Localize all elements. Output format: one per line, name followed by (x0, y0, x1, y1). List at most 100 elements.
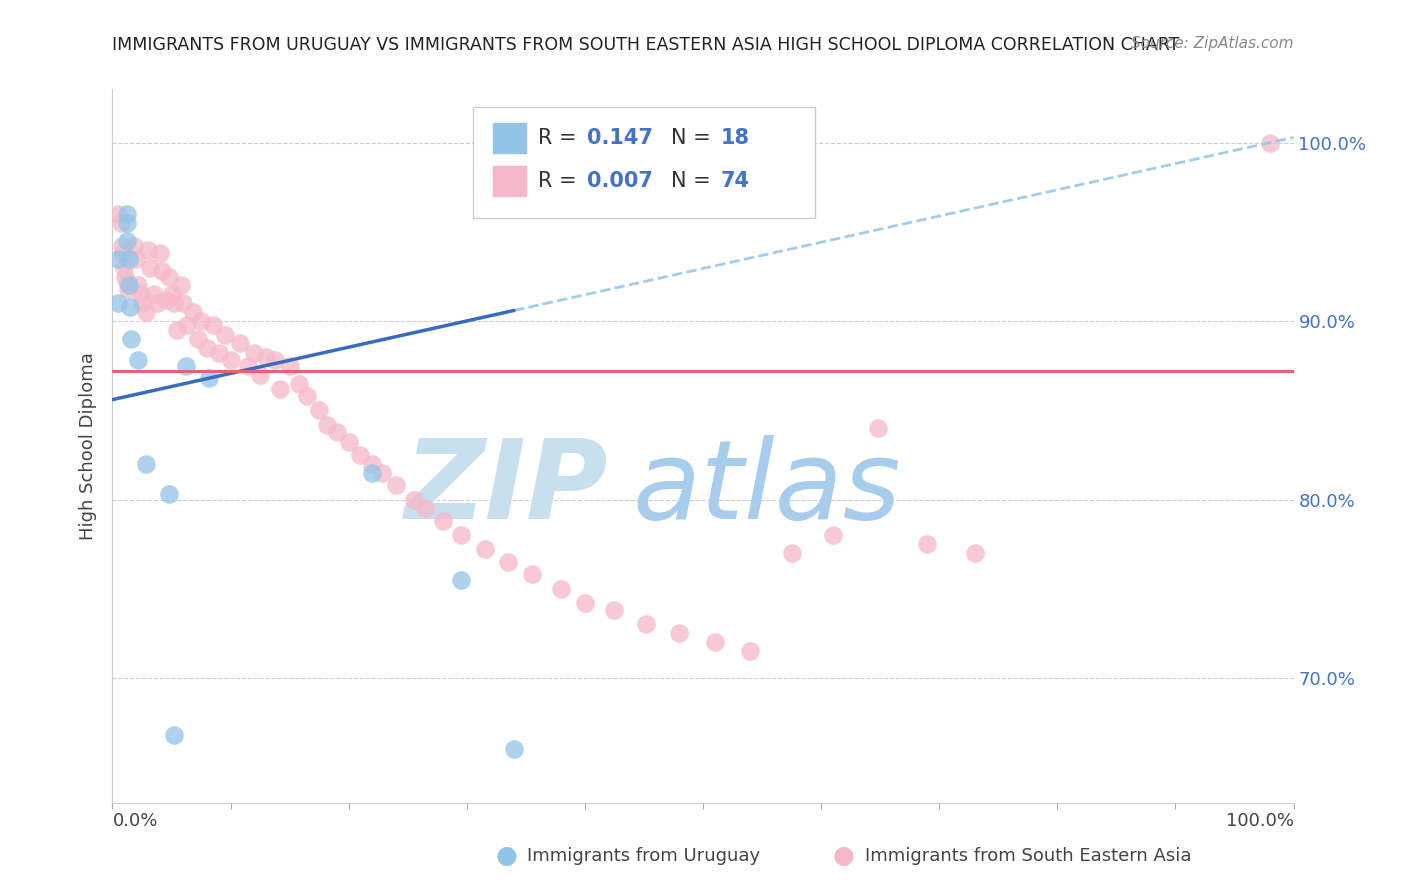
Point (229, 335, 252, 350)
Point (117, 282, 139, 296)
Point (163, 296, 186, 310)
Point (308, 403, 330, 417)
Bar (492, 166, 526, 195)
Point (166, 323, 188, 337)
Point (115, 234, 138, 248)
Point (127, 353, 149, 368)
Point (450, 528, 472, 542)
Point (149, 246, 172, 260)
Point (112, 260, 135, 275)
Point (160, 287, 183, 301)
Point (107, 207, 129, 221)
Point (385, 478, 408, 492)
Point (780, 546, 803, 560)
Point (668, 626, 690, 640)
Text: Immigrants from South Eastern Asia: Immigrants from South Eastern Asia (865, 847, 1191, 865)
Point (107, 252, 129, 266)
Point (450, 573, 472, 587)
Point (371, 466, 394, 480)
Text: N =: N = (671, 128, 717, 148)
Point (115, 275, 138, 289)
Text: 0.0%: 0.0% (112, 812, 157, 830)
Point (107, 296, 129, 310)
Point (120, 332, 142, 346)
Point (135, 305, 157, 319)
Point (361, 466, 384, 480)
Point (155, 293, 177, 307)
Text: ZIP: ZIP (405, 435, 609, 542)
Point (402, 492, 425, 507)
Y-axis label: High School Diploma: High School Diploma (79, 352, 97, 540)
Point (125, 252, 148, 266)
Point (190, 314, 212, 328)
Point (703, 635, 725, 649)
Point (361, 457, 384, 471)
Point (208, 346, 231, 360)
Text: R =: R = (537, 128, 583, 148)
Point (520, 567, 543, 582)
Point (157, 487, 180, 501)
Point (150, 264, 173, 278)
Text: atlas: atlas (633, 435, 901, 542)
Text: 18: 18 (721, 128, 749, 148)
Text: Source: ZipAtlas.com: Source: ZipAtlas.com (1130, 36, 1294, 51)
Point (181, 305, 204, 319)
Point (174, 359, 197, 373)
Point (866, 421, 889, 435)
Point (172, 296, 194, 310)
Point (146, 296, 169, 310)
Text: ●: ● (495, 845, 517, 868)
Point (120, 300, 142, 314)
Text: IMMIGRANTS FROM URUGUAY VS IMMIGRANTS FROM SOUTH EASTERN ASIA HIGH SCHOOL DIPLOM: IMMIGRANTS FROM URUGUAY VS IMMIGRANTS FR… (112, 36, 1180, 54)
Point (278, 359, 301, 373)
Text: R =: R = (537, 170, 583, 191)
Point (474, 542, 496, 557)
Point (142, 287, 165, 301)
Point (111, 239, 134, 253)
Point (129, 287, 152, 301)
Text: N =: N = (671, 170, 717, 191)
Point (114, 269, 136, 284)
Point (127, 278, 149, 293)
Point (176, 318, 198, 332)
Text: 0.147: 0.147 (588, 128, 654, 148)
Point (264, 353, 287, 368)
Point (118, 278, 141, 293)
Point (603, 603, 626, 617)
Point (157, 269, 180, 284)
Point (415, 501, 437, 516)
Point (195, 341, 218, 355)
Point (821, 528, 844, 542)
Point (136, 243, 159, 257)
Point (337, 435, 360, 450)
Point (122, 239, 145, 253)
Point (288, 376, 311, 391)
Point (198, 371, 221, 385)
Point (135, 457, 157, 471)
Point (163, 728, 186, 742)
Point (219, 353, 242, 368)
Point (118, 252, 141, 266)
Point (917, 537, 939, 551)
Point (316, 417, 339, 432)
Point (110, 216, 132, 230)
Point (432, 514, 454, 528)
Point (249, 368, 271, 382)
Point (574, 596, 596, 610)
Point (238, 359, 260, 373)
Point (115, 207, 138, 221)
Point (170, 278, 193, 293)
Point (550, 582, 572, 596)
Point (1258, 136, 1281, 150)
Point (201, 318, 224, 332)
Point (254, 350, 277, 364)
Text: Immigrants from Uruguay: Immigrants from Uruguay (527, 847, 761, 865)
Point (496, 555, 519, 569)
Point (186, 332, 208, 346)
Point (139, 260, 162, 275)
Point (269, 382, 291, 396)
Text: 74: 74 (721, 170, 749, 191)
Point (326, 425, 349, 439)
Text: 100.0%: 100.0% (1226, 812, 1294, 830)
Point (740, 644, 762, 658)
